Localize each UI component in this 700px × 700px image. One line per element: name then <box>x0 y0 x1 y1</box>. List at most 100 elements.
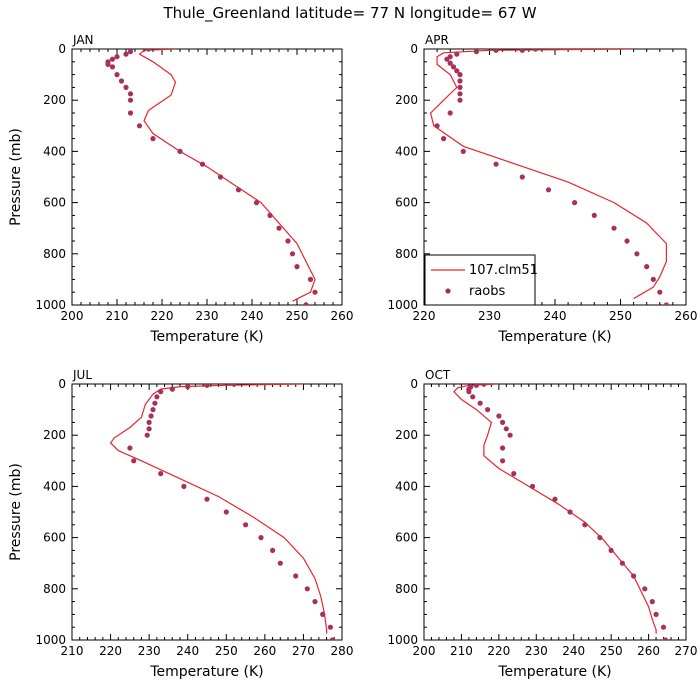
x-tick-label-oct: 270 <box>675 644 698 658</box>
panel-label-jan: JAN <box>72 33 94 47</box>
figure-title: Thule_Greenland latitude= 77 N longitude… <box>162 4 536 23</box>
x-tick-label-jul: 280 <box>331 644 354 658</box>
y-tick-label-apr: 1000 <box>387 298 418 312</box>
y-tick-label-jul: 1000 <box>35 633 66 647</box>
raobs-point-apr <box>441 136 447 142</box>
raobs-point-jan <box>276 225 282 231</box>
y-tick-label-jan: 600 <box>43 196 66 210</box>
raobs-point-oct <box>500 458 506 464</box>
legend: 107.clm51 raobs <box>424 254 538 306</box>
x-tick-label-oct: 200 <box>413 644 436 658</box>
raobs-point-jul <box>277 560 283 566</box>
x-tick-label-jan: 230 <box>196 309 219 323</box>
raobs-point-jan <box>136 123 143 129</box>
raobs-point-jan <box>235 187 242 193</box>
panel-label-oct: OCT <box>425 368 451 382</box>
raobs-point-jan <box>253 200 260 206</box>
raobs-point-oct <box>529 483 536 489</box>
raobs-point-oct <box>477 400 483 406</box>
y-tick-label-jul: 800 <box>43 582 66 596</box>
raobs-point-apr <box>457 78 463 84</box>
raobs-point-jul <box>127 445 133 451</box>
raobs-point-oct <box>511 471 517 477</box>
raobs-point-jul <box>304 586 310 592</box>
raobs-point-oct <box>473 384 479 388</box>
raobs-point-jul <box>185 384 191 390</box>
x-tick-label-jul: 270 <box>292 644 315 658</box>
raobs-point-apr <box>545 187 552 193</box>
raobs-point-oct <box>507 432 513 438</box>
y-tick-label-jul: 200 <box>43 428 66 442</box>
raobs-point-oct <box>500 419 506 425</box>
raobs-point-apr <box>457 84 463 90</box>
raobs-point-jul <box>158 389 164 395</box>
raobs-point-apr <box>447 60 453 66</box>
raobs-point-oct <box>597 535 603 541</box>
y-tick-label-oct: 400 <box>395 479 418 493</box>
x-tick-label-oct: 210 <box>450 644 473 658</box>
x-tick-label-apr: 240 <box>544 309 567 323</box>
raobs-point-jan <box>109 64 116 70</box>
raobs-point-jan <box>303 302 309 305</box>
raobs-point-jan <box>289 251 296 257</box>
raobs-point-apr <box>454 51 460 57</box>
raobs-point-oct <box>631 573 637 579</box>
raobs-point-apr <box>473 49 479 55</box>
panel-oct: 200 210 220 230 240 250 260 270 0 200 400 600 800 100… <box>387 368 697 680</box>
raobs-point-jan <box>127 49 134 55</box>
raobs-point-jan <box>312 289 318 295</box>
y-tick-label-jan: 0 <box>58 42 66 56</box>
raobs-point-jan <box>127 91 134 97</box>
raobs-point-apr <box>519 49 525 53</box>
raobs-point-jul <box>270 547 276 554</box>
raobs-point-jul <box>148 413 154 419</box>
legend-obs-swatch <box>445 288 451 294</box>
x-tick-label-apr: 250 <box>609 309 632 323</box>
raobs-point-jul <box>204 496 210 502</box>
raobs-point-apr <box>434 123 440 129</box>
y-axis-label-jul: Pressure (mb) <box>8 463 24 561</box>
y-tick-label-oct: 200 <box>395 428 418 442</box>
plot-area-jan <box>105 49 318 305</box>
raobs-point-apr <box>532 49 538 52</box>
x-tick-label-jul: 240 <box>176 644 199 658</box>
y-tick-label-apr: 600 <box>395 196 418 210</box>
panel-label-jul: JUL <box>72 368 92 382</box>
raobs-point-oct <box>500 445 506 451</box>
x-axis-label-apr: Temperature (K) <box>497 329 611 345</box>
raobs-point-jan <box>123 51 129 57</box>
panel-apr: 220 230 240 250 260 0 200 400 600 800 1000 Temperat… <box>387 33 697 345</box>
raobs-point-oct <box>485 407 491 413</box>
raobs-point-apr <box>444 56 450 62</box>
raobs-point-apr <box>591 212 597 218</box>
raobs-point-jan <box>123 84 129 90</box>
raobs-point-jul <box>243 522 249 528</box>
panel-jul: 210 220 230 240 250 260 270 280 0 200 400 600 800 100… <box>8 368 353 680</box>
raobs-point-jul <box>258 535 264 541</box>
raobs-point-oct <box>481 384 487 387</box>
raobs-point-jul <box>146 419 152 425</box>
raobs-point-jan <box>105 61 111 67</box>
raobs-point-oct <box>470 394 476 400</box>
x-tick-label-jul: 260 <box>253 644 276 658</box>
raobs-point-oct <box>619 560 626 566</box>
raobs-point-jul <box>293 573 299 579</box>
raobs-point-apr <box>657 289 663 295</box>
model-line-jul <box>109 384 328 634</box>
raobs-point-oct <box>466 389 472 395</box>
raobs-point-oct <box>582 522 588 528</box>
raobs-point-jul <box>154 394 160 400</box>
raobs-point-jan <box>114 54 120 60</box>
raobs-point-jan <box>267 212 273 218</box>
raobs-point-jan <box>127 97 134 103</box>
raobs-point-jul <box>152 400 158 406</box>
raobs-point-oct <box>642 586 648 592</box>
plot-frame-jan <box>71 48 343 306</box>
y-tick-label-jul: 600 <box>43 531 66 545</box>
x-tick-label-apr: 260 <box>675 309 698 323</box>
raobs-point-jul <box>231 384 237 387</box>
raobs-point-oct <box>608 547 614 554</box>
raobs-point-jul <box>146 426 152 432</box>
y-tick-label-oct: 1000 <box>387 633 418 647</box>
